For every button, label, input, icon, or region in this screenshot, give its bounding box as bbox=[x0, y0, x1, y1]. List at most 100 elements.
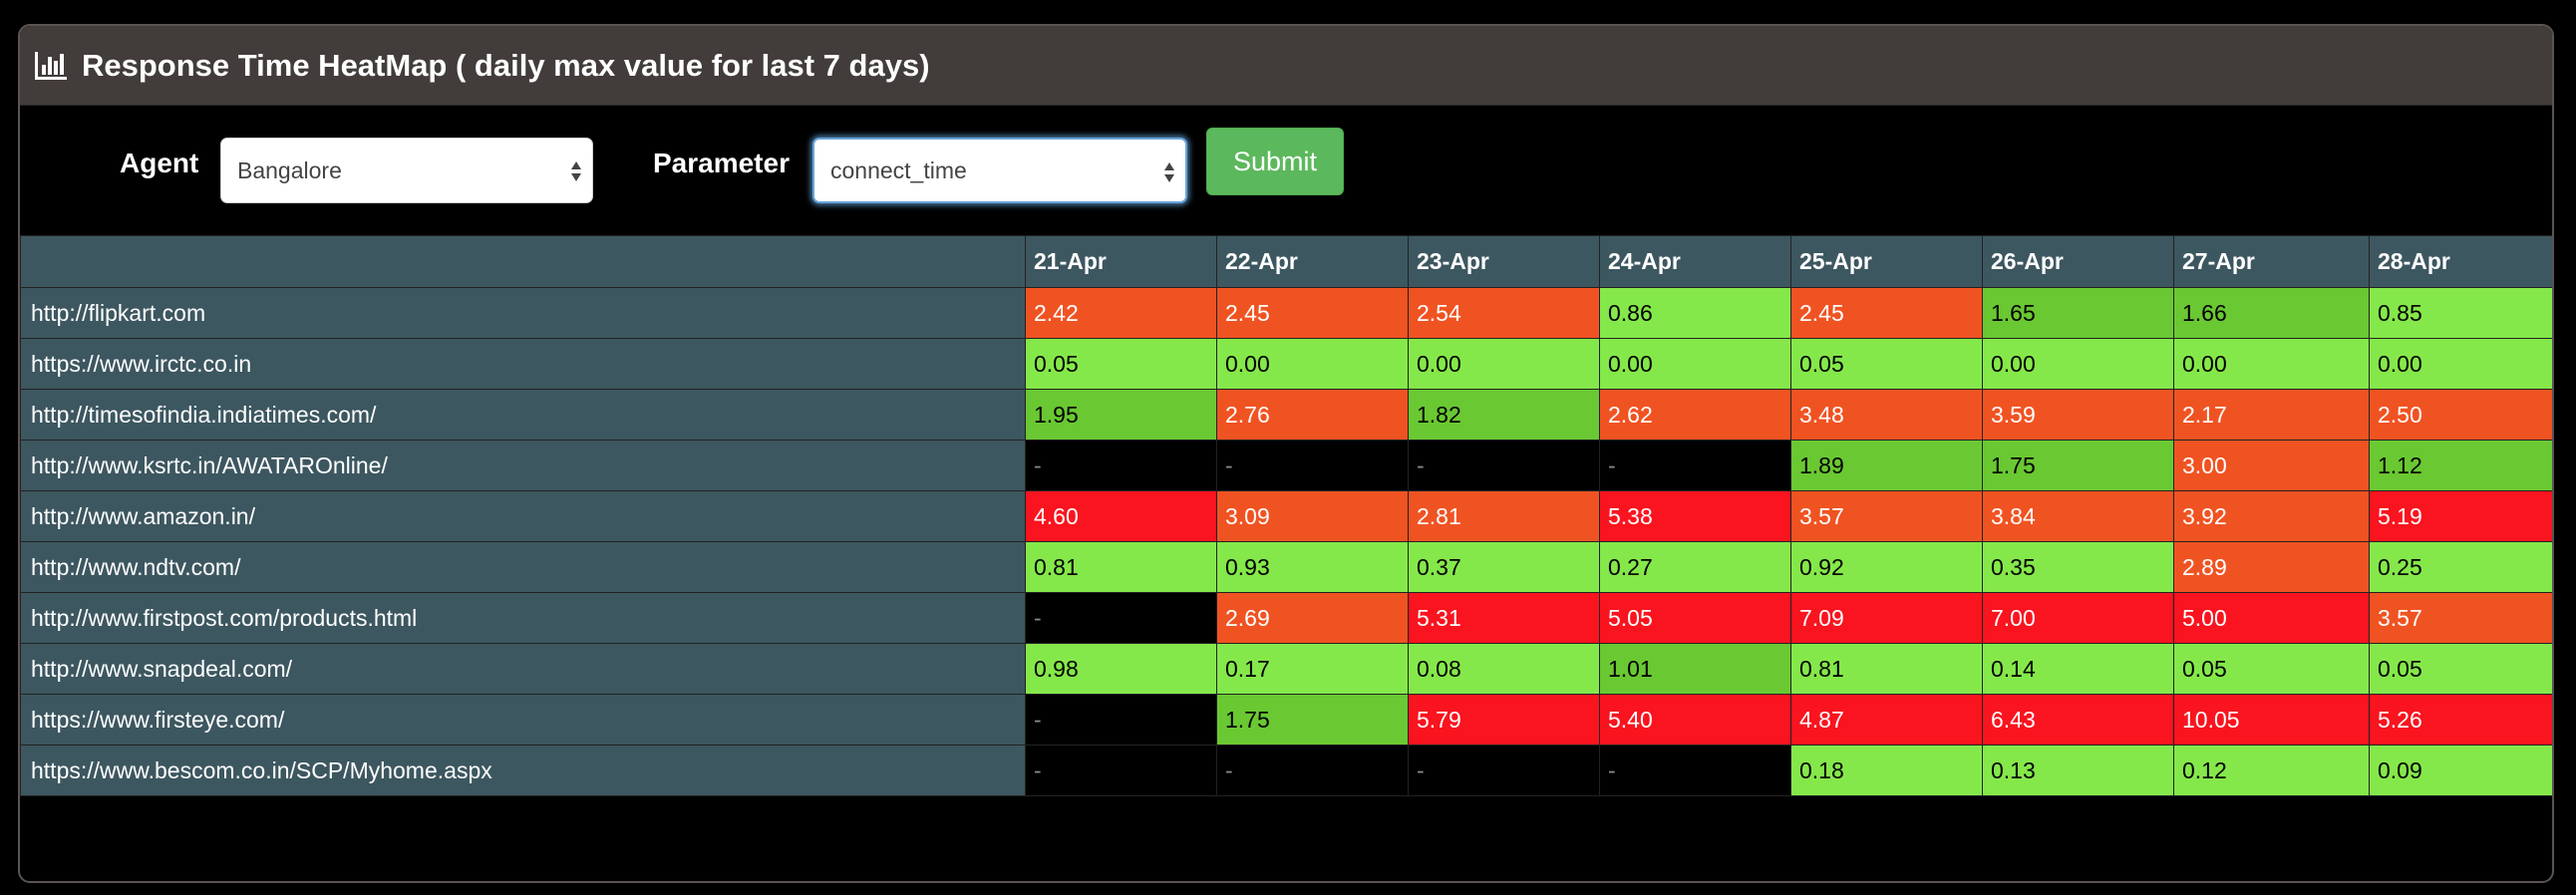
table-row: http://flipkart.com 2.42 2.45 2.54 0.86 2.45 1… bbox=[20, 287, 2552, 339]
heat-cell: 0.05 bbox=[2369, 643, 2552, 695]
heat-cell: 1.75 bbox=[1982, 440, 2174, 491]
parameter-label: Parameter bbox=[653, 148, 790, 178]
heat-cell: 5.40 bbox=[1599, 694, 1791, 746]
heat-cell: 0.85 bbox=[2369, 287, 2552, 339]
heat-cell: 3.59 bbox=[1982, 389, 2174, 441]
heat-cell: 0.98 bbox=[1025, 643, 1217, 695]
site-url-cell: https://www.irctc.co.in bbox=[20, 338, 1026, 390]
heat-cell: - bbox=[1599, 745, 1791, 796]
heat-cell: 2.54 bbox=[1408, 287, 1600, 339]
panel-header: Response Time HeatMap ( daily max value … bbox=[20, 26, 2552, 106]
heat-cell: - bbox=[1025, 440, 1217, 491]
heat-cell: 2.62 bbox=[1599, 389, 1791, 441]
column-header-date: 23-Apr bbox=[1408, 235, 1600, 288]
heat-cell: 0.00 bbox=[2173, 338, 2370, 390]
column-header-date: 26-Apr bbox=[1982, 235, 2174, 288]
heat-cell: 0.81 bbox=[1790, 643, 1983, 695]
column-header-date: 21-Apr bbox=[1025, 235, 1217, 288]
heat-cell: - bbox=[1216, 440, 1409, 491]
heat-cell: 5.05 bbox=[1599, 592, 1791, 644]
agent-select[interactable]: Bangalore bbox=[220, 138, 593, 203]
heat-cell: 0.12 bbox=[2173, 745, 2370, 796]
column-header-site bbox=[20, 235, 1026, 288]
heat-cell: 2.42 bbox=[1025, 287, 1217, 339]
site-url-cell: http://flipkart.com bbox=[20, 287, 1026, 339]
site-url-cell: http://www.snapdeal.com/ bbox=[20, 643, 1026, 695]
heat-cell: 4.60 bbox=[1025, 490, 1217, 542]
heat-cell: 5.38 bbox=[1599, 490, 1791, 542]
heat-cell: 7.00 bbox=[1982, 592, 2174, 644]
agent-label: Agent bbox=[120, 148, 199, 178]
heat-cell: 1.82 bbox=[1408, 389, 1600, 441]
table-row: http://www.ksrtc.in/AWATAROnline/- - - -1.8… bbox=[20, 440, 2552, 491]
table-row: http://www.firstpost.com/products.html -2… bbox=[20, 592, 2552, 644]
heat-cell: 2.69 bbox=[1216, 592, 1409, 644]
agent-select-value: Bangalore bbox=[237, 156, 342, 183]
site-url-cell: http://www.ndtv.com/ bbox=[20, 541, 1026, 593]
page-title: Response Time HeatMap ( daily max value … bbox=[82, 47, 930, 83]
heat-cell: - bbox=[1025, 592, 1217, 644]
table-row: http://www.amazon.in/4.60 3.09 2.81 5.38 3.5… bbox=[20, 490, 2552, 542]
column-header-date: 24-Apr bbox=[1599, 235, 1791, 288]
table-row: https://www.firsteye.com/-1.75 5.79 5.40 4.… bbox=[20, 694, 2552, 746]
heat-cell: 2.76 bbox=[1216, 389, 1409, 441]
heat-cell: 0.00 bbox=[1216, 338, 1409, 390]
site-url-cell: https://www.firsteye.com/ bbox=[20, 694, 1026, 746]
heat-cell: 0.00 bbox=[2369, 338, 2552, 390]
heat-cell: 3.84 bbox=[1982, 490, 2174, 542]
heat-cell: 0.18 bbox=[1790, 745, 1983, 796]
heat-cell: 0.25 bbox=[2369, 541, 2552, 593]
heat-cell: 1.01 bbox=[1599, 643, 1791, 695]
table-row: http://timesofindia.indiatimes.com/1.95 2… bbox=[20, 389, 2552, 441]
heat-cell: 3.92 bbox=[2173, 490, 2370, 542]
heat-cell: 1.95 bbox=[1025, 389, 1217, 441]
heat-cell: 6.43 bbox=[1982, 694, 2174, 746]
heat-cell: 5.31 bbox=[1408, 592, 1600, 644]
site-url-cell: http://www.ksrtc.in/AWATAROnline/ bbox=[20, 440, 1026, 491]
filter-form: Agent Bangalore Parameter connect_time S… bbox=[20, 106, 2552, 235]
column-header-date: 25-Apr bbox=[1790, 235, 1983, 288]
heat-cell: 5.00 bbox=[2173, 592, 2370, 644]
heat-cell: 5.19 bbox=[2369, 490, 2552, 542]
heat-cell: 5.79 bbox=[1408, 694, 1600, 746]
heat-cell: 0.00 bbox=[1982, 338, 2174, 390]
heat-cell: 0.05 bbox=[2173, 643, 2370, 695]
heatmap-panel: Response Time HeatMap ( daily max value … bbox=[18, 24, 2554, 883]
heat-cell: 1.12 bbox=[2369, 440, 2552, 491]
heat-cell: 2.17 bbox=[2173, 389, 2370, 441]
heatmap-table: 21-Apr 22-Apr 23-Apr 24-Apr 25-Apr 26-Apr 27-A… bbox=[20, 235, 2552, 796]
heat-cell: 3.57 bbox=[1790, 490, 1983, 542]
heat-cell: 2.89 bbox=[2173, 541, 2370, 593]
column-header-date: 27-Apr bbox=[2173, 235, 2370, 288]
heat-cell: 4.87 bbox=[1790, 694, 1983, 746]
submit-button[interactable]: Submit bbox=[1206, 128, 1344, 195]
table-header-row: 21-Apr 22-Apr 23-Apr 24-Apr 25-Apr 26-Apr 27-A… bbox=[20, 235, 2552, 288]
heat-cell: - bbox=[1025, 745, 1217, 796]
heat-cell: 3.48 bbox=[1790, 389, 1983, 441]
heat-cell: 3.00 bbox=[2173, 440, 2370, 491]
heat-cell: 0.35 bbox=[1982, 541, 2174, 593]
heat-cell: 0.14 bbox=[1982, 643, 2174, 695]
heat-cell: 3.57 bbox=[2369, 592, 2552, 644]
heat-cell: 0.00 bbox=[1599, 338, 1791, 390]
heat-cell: - bbox=[1599, 440, 1791, 491]
heat-cell: 0.00 bbox=[1408, 338, 1600, 390]
site-url-cell: https://www.bescom.co.in/SCP/Myhome.aspx bbox=[20, 745, 1026, 796]
parameter-select[interactable]: connect_time bbox=[812, 138, 1187, 203]
table-row: https://www.bescom.co.in/SCP/Myhome.aspx… bbox=[20, 745, 2552, 796]
heat-cell: 0.27 bbox=[1599, 541, 1791, 593]
heat-cell: 0.93 bbox=[1216, 541, 1409, 593]
table-row: http://www.snapdeal.com/0.98 0.17 0.08 1.01… bbox=[20, 643, 2552, 695]
table-row: https://www.irctc.co.in 0.05 0.00 0.00 0.00 0… bbox=[20, 338, 2552, 390]
heat-cell: 0.08 bbox=[1408, 643, 1600, 695]
heat-cell: 1.66 bbox=[2173, 287, 2370, 339]
heat-cell: 2.50 bbox=[2369, 389, 2552, 441]
select-arrows-icon bbox=[1164, 162, 1174, 182]
heat-cell: 0.05 bbox=[1790, 338, 1983, 390]
heat-cell: - bbox=[1408, 745, 1600, 796]
heat-cell: 2.45 bbox=[1216, 287, 1409, 339]
heat-cell: 2.45 bbox=[1790, 287, 1983, 339]
heat-cell: 1.75 bbox=[1216, 694, 1409, 746]
heat-cell: 1.89 bbox=[1790, 440, 1983, 491]
heat-cell: 10.05 bbox=[2173, 694, 2370, 746]
